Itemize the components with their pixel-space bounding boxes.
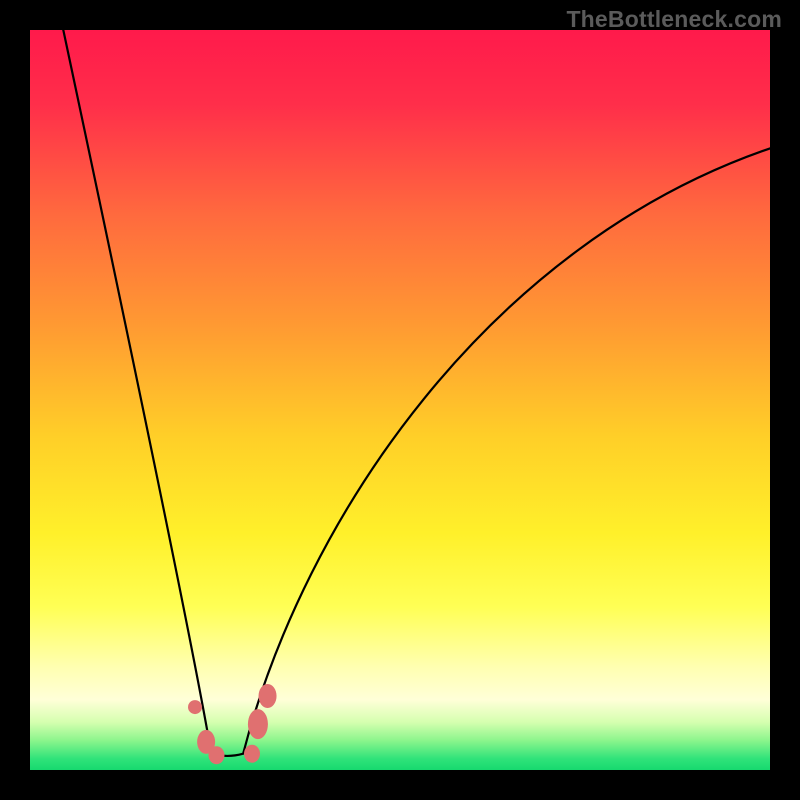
marker-point <box>208 746 224 764</box>
marker-point <box>244 745 260 763</box>
watermark-text: TheBottleneck.com <box>566 6 782 33</box>
marker-point <box>248 709 268 739</box>
plot-area <box>30 30 770 770</box>
marker-point <box>259 684 277 708</box>
marker-point <box>188 700 202 714</box>
chart-svg <box>30 30 770 770</box>
chart-frame: TheBottleneck.com <box>0 0 800 800</box>
